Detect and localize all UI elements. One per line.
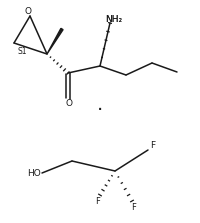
- Text: NH₂: NH₂: [105, 14, 123, 23]
- Text: S1: S1: [18, 47, 28, 56]
- Text: F: F: [132, 202, 136, 211]
- Text: F: F: [96, 196, 100, 206]
- Text: O: O: [24, 6, 32, 16]
- Text: O: O: [66, 99, 72, 109]
- Text: NH₂: NH₂: [105, 14, 123, 23]
- Text: F: F: [150, 142, 156, 151]
- Text: ·: ·: [97, 101, 103, 120]
- Polygon shape: [47, 28, 63, 54]
- Text: HO: HO: [27, 169, 41, 178]
